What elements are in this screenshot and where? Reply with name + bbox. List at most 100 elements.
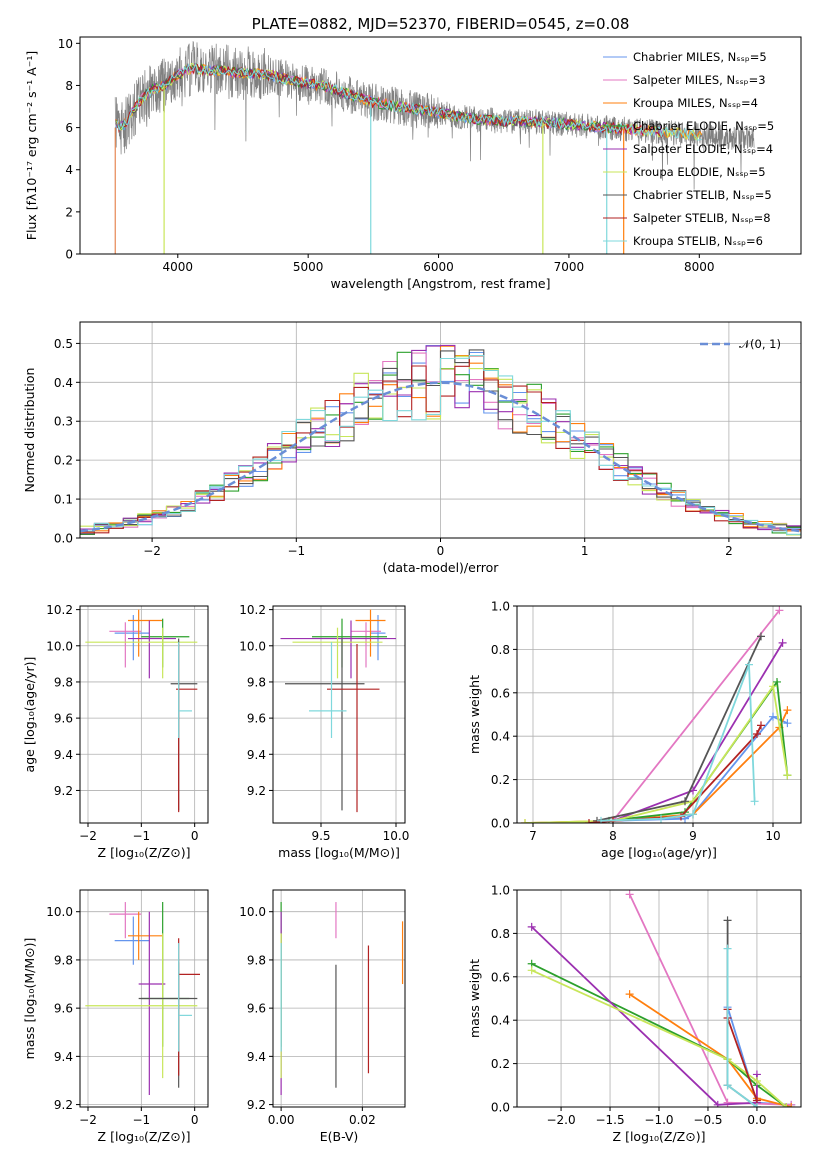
mass_vs_Z-chart: −2 −1 0 9.2 9.4 9.6 9.8 10.0 Z [log₁₀(Z/Z⊙)] mass…: [22, 889, 209, 1144]
age_vs_mass-frame: [272, 605, 406, 824]
weight_vs_Z-xtick-label: −0.5: [693, 1113, 722, 1127]
weight_vs_age-xtick-label: 8: [609, 829, 617, 843]
errorbar-point: [138, 911, 166, 1095]
weight-marker: [585, 819, 593, 823]
weight_vs_age-xtick-label: 10: [765, 829, 780, 843]
weight_vs_Z-xtick-label: −2.0: [546, 1113, 575, 1127]
weight-marker: [625, 990, 634, 999]
legend-entry: 𝒩(0, 1): [739, 337, 781, 351]
age_vs_mass-ytick-label: 9.2: [247, 784, 266, 798]
weight-line-kroupa-miles: [629, 993, 792, 1107]
age_vs_Z-ytick-label: 9.4: [54, 748, 73, 762]
weight-marker: [689, 810, 697, 819]
errorbar-point: [355, 609, 386, 657]
errorbar-point: [114, 916, 150, 965]
residuals-ytick-label: 0.1: [54, 493, 73, 507]
weight_vs_age-ytick-label: 1.0: [491, 600, 510, 614]
errorbar-point: [109, 902, 142, 939]
mass_vs_Z-ylabel: mass [log₁₀(M/M⊙)]: [22, 938, 37, 1060]
mass_vs_Z-frame: [79, 889, 209, 1108]
weight_vs_age-chart: 7 8 9 10 0.0 0.2 0.4 0.6 0.8 1.0 age [log₁₀(age/yr…: [467, 600, 802, 860]
residuals-xlabel: (data-model)/error: [383, 560, 500, 575]
residuals-xtick-label: 0: [437, 544, 445, 558]
weight_vs_Z-xtick-label: −1.0: [644, 1113, 673, 1127]
weight_vs_age-ytick-label: 0.4: [491, 730, 510, 744]
weight-marker: [527, 922, 536, 931]
legend-entry: Chabrier ELODIE, Nₛₛₚ=5: [633, 119, 774, 133]
weight-line-salpeter-miles: [612, 609, 781, 822]
mass_vs_ebv-xtick-label: 0.02: [349, 1113, 376, 1127]
histogram-kroupa-stelib: [80, 354, 801, 535]
weight-marker: [783, 706, 792, 715]
mass_vs_Z-ytick-label: 9.6: [54, 1002, 73, 1016]
age_vs_mass-ytick-label: 9.8: [247, 675, 266, 689]
age_vs_Z-ytick-label: 9.6: [54, 712, 73, 726]
weight-line-chabrier-miles: [726, 1006, 792, 1106]
spectrum-ytick-label: 10: [58, 37, 73, 51]
spectrum-ytick-label: 8: [65, 79, 73, 93]
weight-marker: [723, 916, 732, 925]
errorbar-point: [285, 638, 365, 811]
legend-entry: Chabrier MILES, Nₛₛₚ=5: [633, 50, 767, 64]
errorbar-point: [280, 620, 396, 679]
errorbar-point: [178, 642, 192, 739]
residuals-xtick-label: −1: [287, 544, 305, 558]
weight_vs_age-frame: [516, 605, 802, 824]
weight-marker: [753, 730, 761, 739]
weight_vs_Z-ytick-label: 1.0: [491, 884, 510, 898]
residuals-ylabel: Normed distribution: [22, 368, 37, 493]
weight_vs_age-ytick-label: 0.2: [491, 773, 510, 787]
weight-marker: [769, 712, 777, 721]
spectrum-legend: Chabrier MILES, Nₛₛₚ=5 Salpeter MILES, Nₛ…: [603, 50, 774, 248]
spectrum-ytick-label: 4: [65, 163, 73, 177]
spectrum-title: PLATE=0882, MJD=52370, FIBERID=0545, z=0…: [252, 15, 630, 33]
mass_vs_Z-ytick-label: 9.4: [54, 1050, 73, 1064]
mass_vs_Z-plot-area: [85, 902, 200, 1095]
errorbar-point: [351, 622, 381, 668]
weight-line-kroupa-elodie: [531, 969, 787, 1107]
mass_vs_ebv-frame: [272, 889, 406, 1108]
mass_vs_Z-ytick-label: 10.0: [46, 905, 73, 919]
age_vs_Z-xtick-label: 0: [191, 829, 199, 843]
model-spectrum-salpeter-elodie: [115, 63, 663, 136]
normal-reference-curve: [80, 381, 801, 533]
mass_vs_Z-ytick-label: 9.2: [54, 1098, 73, 1112]
age_vs_mass-xlabel: mass [log₁₀(M/M⊙)]: [278, 845, 400, 860]
mass_vs_ebv-ytick-label: 10.0: [239, 905, 266, 919]
errorbar-point: [312, 618, 387, 668]
errorbar-point: [141, 618, 190, 668]
weight_vs_Z-xtick-label: 0.0: [747, 1113, 766, 1127]
weight_vs_age-plot-area: [521, 606, 792, 823]
age_vs_mass-ytick-label: 10.0: [239, 639, 266, 653]
weight-marker: [783, 771, 792, 780]
weight-marker: [723, 944, 732, 953]
weight-marker: [521, 819, 529, 823]
spectrum-xtick-label: 6000: [423, 260, 454, 274]
weight_vs_Z-xlabel: Z [log₁₀(Z/Z⊙)]: [613, 1129, 706, 1144]
age_vs_Z-xlabel: Z [log₁₀(Z/Z⊙)]: [98, 845, 191, 860]
weight-line-salpeter-elodie: [531, 926, 758, 1106]
errorbar-point: [178, 938, 200, 1076]
weight-line-kroupa-stelib: [600, 664, 756, 822]
residuals-frame: [79, 321, 802, 539]
weight-marker: [723, 1081, 732, 1090]
weight_vs_Z-ylabel: mass weight: [467, 959, 482, 1038]
weight-marker: [752, 1103, 761, 1107]
weight_vs_age-xtick-label: 7: [529, 829, 537, 843]
age_vs_Z-xtick-label: −2: [79, 829, 97, 843]
weight_vs_Z-frame: [516, 889, 802, 1108]
weight-marker: [625, 890, 634, 899]
weight_vs_age-xtick-label: 9: [689, 829, 697, 843]
spectrum-ytick-label: 6: [65, 121, 73, 135]
residuals-chart: −2 −1 0 1 2 0.0 0.1 0.2 0.3 0.4 0.5 (data-model)/er…: [22, 321, 802, 575]
errorbar-point: [128, 620, 176, 679]
age_vs_Z-ytick-label: 9.8: [54, 675, 73, 689]
errorbar-point: [327, 643, 380, 813]
weight_vs_age-ytick-label: 0.0: [491, 817, 510, 831]
age_vs_mass-chart: 9.5 10.0 9.2 9.4 9.6 9.8 10.0 10.2 mass [log₁₀(M…: [239, 603, 409, 860]
residuals-xtick-label: 1: [581, 544, 589, 558]
weight-line-kroupa-elodie: [524, 683, 789, 823]
age_vs_mass-ytick-label: 10.2: [239, 603, 266, 617]
errorbar-point: [138, 962, 198, 1088]
